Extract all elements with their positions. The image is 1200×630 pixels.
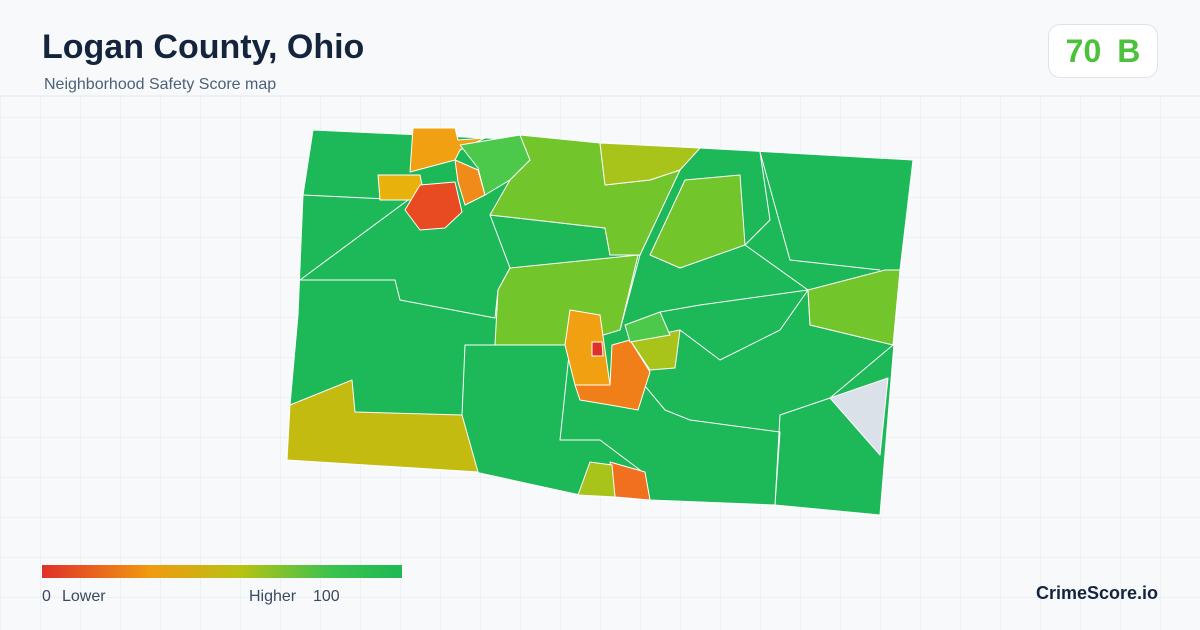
legend-gradient <box>42 565 402 578</box>
legend-min-label: Lower <box>62 588 106 605</box>
tract-border <box>659 289 809 361</box>
tract-border <box>461 344 651 501</box>
score-badge: 70 B <box>1048 24 1158 78</box>
subtitle: Neighborhood Safety Score map <box>44 76 277 93</box>
legend-min: 0 <box>42 588 51 605</box>
tract <box>599 142 701 186</box>
brand: CrimeScore.io <box>1035 583 1158 603</box>
tract <box>404 181 463 231</box>
map <box>286 127 914 516</box>
tract <box>577 461 616 498</box>
tract <box>286 379 479 473</box>
tract <box>624 311 671 343</box>
tract <box>649 174 746 269</box>
legend-max: 100 <box>313 588 340 605</box>
tract <box>591 341 604 357</box>
score-grade: B <box>1117 32 1141 69</box>
legend-max-label: Higher <box>249 588 297 605</box>
score-value: 70 <box>1065 32 1102 69</box>
tract <box>829 377 889 456</box>
title: Logan County, Ohio <box>42 28 365 66</box>
tract <box>807 269 901 346</box>
tract <box>454 159 486 206</box>
